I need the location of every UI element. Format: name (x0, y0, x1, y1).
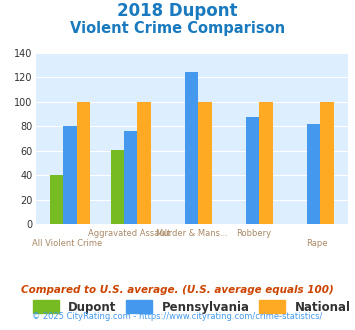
Bar (124, 131, 137, 224)
Bar (63, 126, 77, 224)
Text: Aggravated Assault: Aggravated Assault (88, 229, 170, 238)
Bar (198, 102, 212, 224)
Bar (50, 175, 63, 224)
Bar (111, 149, 124, 224)
Bar (320, 102, 334, 224)
Bar (137, 102, 151, 224)
Text: All Violent Crime: All Violent Crime (32, 239, 102, 248)
Bar (77, 102, 90, 224)
Text: Rape: Rape (306, 239, 327, 248)
Legend: Dupont, Pennsylvania, National: Dupont, Pennsylvania, National (28, 295, 355, 318)
Bar (185, 72, 198, 224)
Text: Robbery: Robbery (237, 229, 272, 238)
Bar (307, 124, 320, 224)
Text: Violent Crime Comparison: Violent Crime Comparison (70, 21, 285, 36)
Text: Murder & Mans...: Murder & Mans... (156, 229, 228, 238)
Bar (260, 102, 273, 224)
Bar (246, 116, 260, 224)
Text: © 2025 CityRating.com - https://www.cityrating.com/crime-statistics/: © 2025 CityRating.com - https://www.city… (32, 312, 323, 321)
Text: Compared to U.S. average. (U.S. average equals 100): Compared to U.S. average. (U.S. average … (21, 285, 334, 295)
Text: 2018 Dupont: 2018 Dupont (117, 2, 238, 20)
